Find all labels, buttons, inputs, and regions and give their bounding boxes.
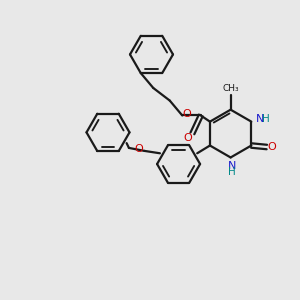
Text: N: N (256, 114, 264, 124)
Text: O: O (135, 144, 143, 154)
Text: H: H (262, 114, 270, 124)
Text: O: O (268, 142, 277, 152)
Text: O: O (182, 109, 191, 119)
Text: O: O (184, 133, 193, 142)
Text: N: N (228, 161, 236, 171)
Text: H: H (228, 167, 236, 177)
Text: CH₃: CH₃ (222, 84, 239, 93)
